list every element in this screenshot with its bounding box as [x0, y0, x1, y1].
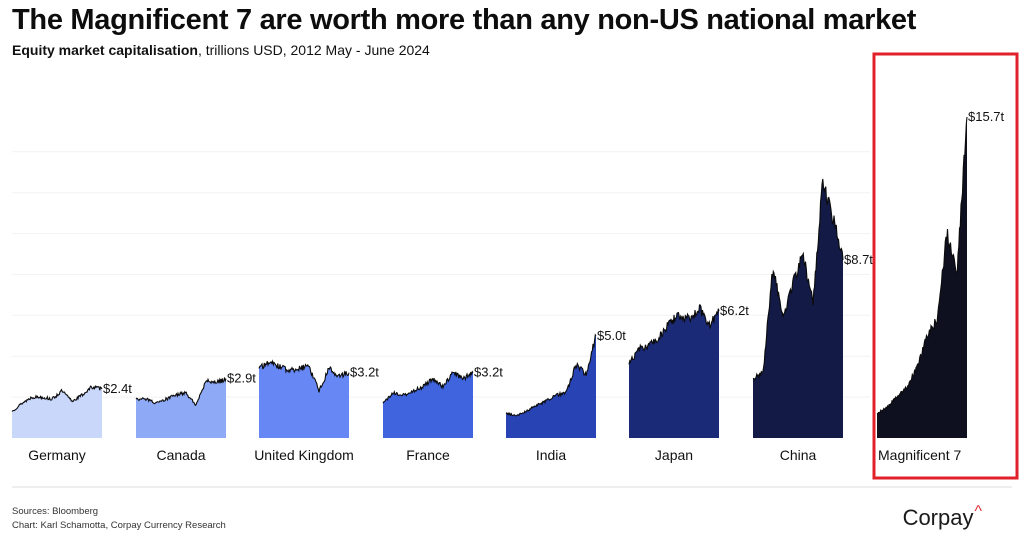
- series-area: [136, 377, 226, 438]
- value-label: $3.2t: [474, 365, 503, 380]
- series-area: [383, 371, 473, 438]
- category-label: France: [406, 447, 450, 463]
- series-japan: $6.2t Japan: [628, 303, 749, 463]
- series-line: [876, 116, 968, 415]
- series-magnificent-7: $15.7t Magnificent 7: [876, 109, 1005, 463]
- series-area: [629, 304, 719, 438]
- magnificent-7-highlight-box: [872, 52, 1019, 480]
- series-line: [135, 377, 227, 407]
- series-line: [382, 370, 474, 404]
- category-label: Magnificent 7: [878, 447, 961, 463]
- value-label: $2.9t: [227, 371, 256, 386]
- category-label: Canada: [156, 447, 205, 463]
- chart-credit: Chart: Karl Schamotta, Corpay Currency R…: [12, 520, 226, 531]
- chart-title: The Magnificent 7 are worth more than an…: [12, 4, 917, 36]
- subtitle-rest: , trillions USD, 2012 May - June 2024: [197, 42, 430, 58]
- series-line: [258, 359, 350, 393]
- series-line: [11, 384, 103, 412]
- series-area: [877, 117, 967, 438]
- value-label: $15.7t: [968, 109, 1005, 124]
- series-line: [628, 304, 720, 365]
- value-label: $8.7t: [844, 252, 873, 267]
- series-india: $5.0t India: [505, 328, 626, 463]
- value-label: $3.2t: [350, 365, 379, 380]
- logo-caret-icon: ^: [974, 503, 982, 520]
- series-area: [259, 361, 349, 438]
- subtitle-bold: Equity market capitalisation: [12, 42, 198, 58]
- value-label: $6.2t: [720, 303, 749, 318]
- series-area: [12, 386, 102, 438]
- category-label: Germany: [28, 447, 86, 463]
- sources-note: Sources: Bloomberg: [12, 506, 99, 517]
- series-line: [752, 178, 844, 381]
- series-china: $8.7t China: [752, 178, 873, 463]
- value-label: $2.4t: [103, 381, 132, 396]
- value-label: $5.0t: [597, 328, 626, 343]
- corpay-logo: Corpay^: [902, 503, 982, 531]
- series-area: [506, 334, 596, 438]
- chart-subtitle: Equity market capitalisation, trillions …: [12, 42, 430, 58]
- category-label: United Kingdom: [254, 447, 354, 463]
- series-layer: $2.4t Germany $2.9t Canada $3.2t United Kingd…: [11, 109, 1005, 463]
- series-line: [505, 333, 597, 417]
- series-france: $3.2t France: [382, 365, 503, 463]
- market-cap-chart: $2.4t Germany $2.9t Canada $3.2t United Kingd…: [11, 52, 1019, 488]
- category-label: China: [780, 447, 817, 463]
- series-germany: $2.4t Germany: [11, 381, 132, 463]
- series-canada: $2.9t Canada: [135, 371, 256, 463]
- category-label: Japan: [655, 447, 693, 463]
- series-area: [753, 178, 843, 438]
- footer: Sources: Bloomberg Chart: Karl Schamotta…: [12, 505, 226, 533]
- logo-text: Corpay: [902, 505, 974, 530]
- category-label: India: [536, 447, 567, 463]
- chart-grid: [12, 151, 870, 398]
- series-united-kingdom: $3.2t United Kingdom: [254, 359, 379, 463]
